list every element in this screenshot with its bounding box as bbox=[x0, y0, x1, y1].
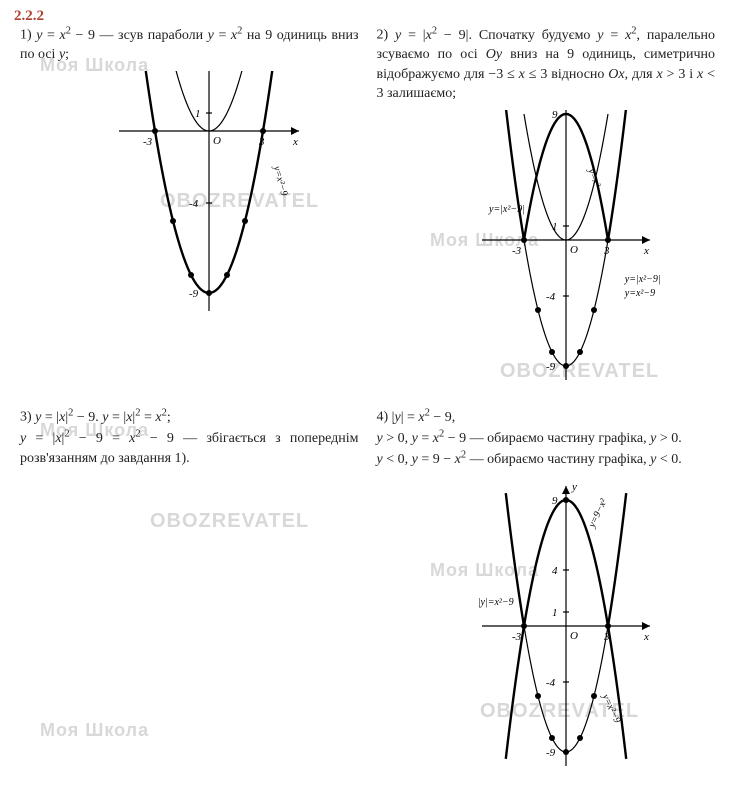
svg-text:-9: -9 bbox=[546, 361, 556, 373]
fig1-svg: xyO-331-4-9y=x²y=x²−9 bbox=[79, 71, 299, 321]
svg-text:-3: -3 bbox=[512, 631, 522, 643]
svg-text:-9: -9 bbox=[189, 288, 199, 300]
problem-1-body: y = x2 − 9 — зсув параболи y = x2 на 9 о… bbox=[20, 28, 359, 63]
page-content: 1) y = x2 − 9 — зсув параболи y = x2 на … bbox=[0, 0, 735, 796]
svg-text:4: 4 bbox=[552, 565, 558, 577]
problem-1-text: 1) y = x2 − 9 — зсув параболи y = x2 на … bbox=[20, 24, 359, 65]
svg-text:x: x bbox=[643, 631, 649, 643]
svg-text:-4: -4 bbox=[189, 198, 199, 210]
problem-4-num: 4) bbox=[377, 410, 389, 425]
svg-text:1: 1 bbox=[195, 108, 201, 120]
figure-2: xyO-3391-4-9y=|x²−9|y=x²y=|x²−9|y=x²−9 bbox=[377, 110, 716, 390]
svg-text:y=9−x²: y=9−x² bbox=[586, 496, 610, 530]
figure-1: xyO-331-4-9y=x²y=x²−9 bbox=[20, 71, 359, 321]
svg-text:-3: -3 bbox=[143, 136, 153, 148]
svg-text:1: 1 bbox=[552, 607, 558, 619]
svg-text:y=|x²−9|: y=|x²−9| bbox=[624, 274, 661, 285]
svg-text:-4: -4 bbox=[546, 291, 556, 303]
svg-text:x: x bbox=[643, 245, 649, 257]
svg-text:-3: -3 bbox=[512, 245, 522, 257]
svg-text:|y|=x²−9: |y|=x²−9 bbox=[478, 597, 514, 608]
svg-text:x: x bbox=[292, 136, 298, 148]
problem-2-body: y = |x2 − 9|. Спочатку будуємо y = x2, п… bbox=[377, 28, 716, 102]
svg-text:y=x²−9: y=x²−9 bbox=[271, 164, 290, 197]
svg-text:y=x²−9: y=x²−9 bbox=[624, 288, 655, 299]
problem-3-body: y = |x|2 − 9. y = |x|2 = x2;y = |x|2 − 9… bbox=[20, 410, 359, 466]
fig4-svg: xyO-33941-4-9|y|=x²−9y=9−x²y=x²−9 bbox=[406, 476, 686, 776]
problem-4-text: 4) |y| = x2 − 9,y > 0, y = x2 − 9 — обир… bbox=[377, 406, 716, 470]
problem-3-num: 3) bbox=[20, 410, 32, 425]
svg-text:O: O bbox=[213, 135, 221, 147]
problem-1-num: 1) bbox=[20, 28, 32, 43]
svg-text:-4: -4 bbox=[546, 677, 556, 689]
svg-text:y=|x²−9|: y=|x²−9| bbox=[488, 204, 525, 215]
svg-text:y: y bbox=[571, 481, 577, 493]
problem-3-text: 3) y = |x|2 − 9. y = |x|2 = x2;y = |x|2 … bbox=[20, 406, 359, 468]
svg-text:y=x²: y=x² bbox=[585, 166, 602, 189]
svg-text:O: O bbox=[570, 630, 578, 642]
fig2-svg: xyO-3391-4-9y=|x²−9|y=x²y=|x²−9|y=x²−9 bbox=[401, 110, 691, 390]
problem-4-body: |y| = x2 − 9,y > 0, y = x2 − 9 — обираєм… bbox=[377, 410, 682, 468]
svg-text:O: O bbox=[570, 244, 578, 256]
figure-4: xyO-33941-4-9|y|=x²−9y=9−x²y=x²−9 bbox=[377, 476, 716, 776]
problem-2-num: 2) bbox=[377, 28, 389, 43]
svg-text:-9: -9 bbox=[546, 747, 556, 759]
problem-2-text: 2) y = |x2 − 9|. Спочатку будуємо y = x2… bbox=[377, 24, 716, 104]
